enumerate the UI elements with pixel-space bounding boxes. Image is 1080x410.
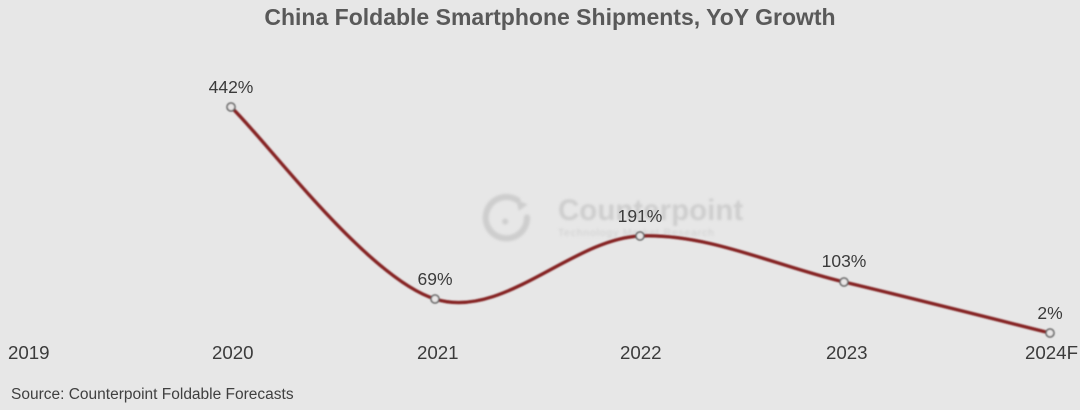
svg-text:2021: 2021: [417, 342, 459, 363]
svg-text:191%: 191%: [618, 206, 663, 226]
svg-text:103%: 103%: [822, 251, 867, 271]
svg-text:2020: 2020: [212, 342, 254, 363]
svg-text:69%: 69%: [417, 269, 452, 289]
svg-text:2022: 2022: [620, 342, 662, 363]
svg-text:2%: 2%: [1037, 303, 1062, 323]
svg-text:442%: 442%: [209, 77, 254, 97]
svg-text:2019: 2019: [8, 342, 50, 363]
svg-text:2023: 2023: [826, 342, 868, 363]
svg-text:2024F: 2024F: [1025, 342, 1078, 363]
